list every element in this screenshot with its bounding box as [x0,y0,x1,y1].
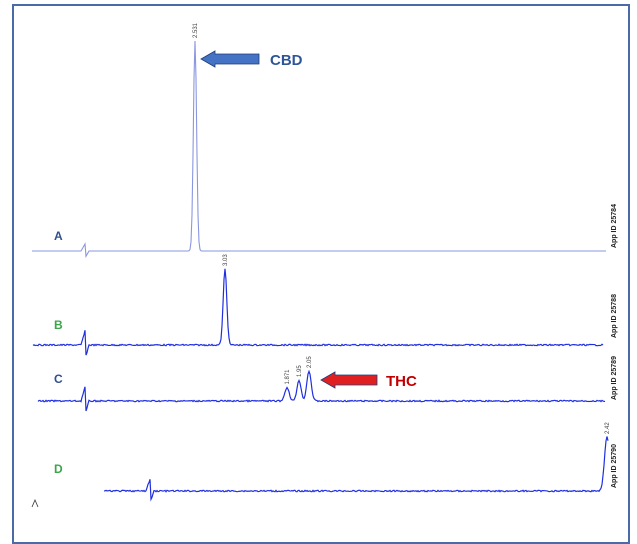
chromatogram-chart: A App ID 25784 2.531 B App ID 25788 3.03 C App … [31,22,618,508]
trace-a-app-id: App ID 25784 [611,204,618,248]
thc-label: THC [386,373,417,390]
trace-d-letter: D [54,462,63,476]
thc-arrow [320,371,378,389]
axis-fragment [31,498,39,508]
trace-a-letter: A [54,229,63,243]
trace-a-line [32,40,606,259]
peak-label: 1.95 [297,365,303,377]
trace-c-line [37,369,606,412]
cbd-arrow [200,50,260,68]
peak-label: 2.531 [193,22,199,38]
trace-b-line [32,268,604,356]
peak-label: 1.871 [285,369,291,385]
peak-label: 2.42 [605,422,611,434]
trace-d-line [103,436,609,502]
peak-label: 3.03 [223,254,229,266]
trace-b-letter: B [54,318,63,332]
peak-label: 2.05 [307,356,313,368]
cbd-label: CBD [270,52,303,69]
trace-b-app-id: App ID 25788 [611,294,618,338]
trace-d-app-id: App ID 25790 [611,444,618,488]
trace-c-app-id: App ID 25789 [611,356,618,400]
trace-c-letter: C [54,372,63,386]
